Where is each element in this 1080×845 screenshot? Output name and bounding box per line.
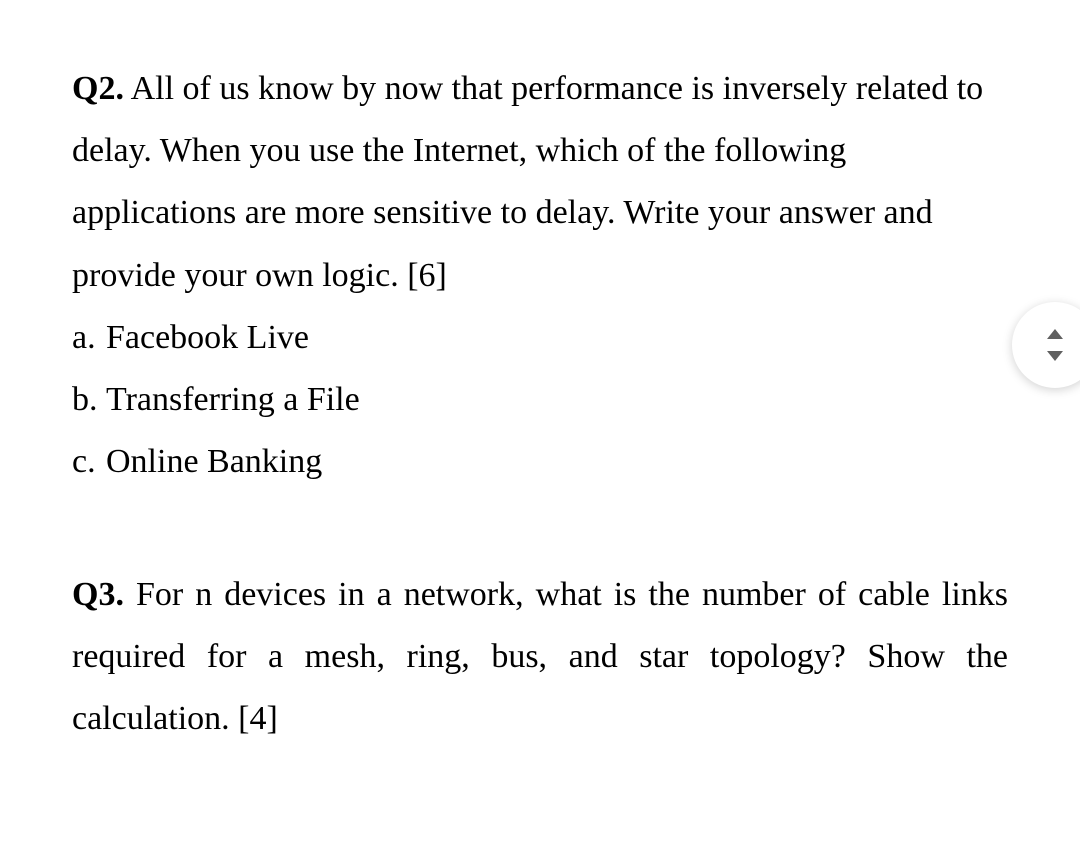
q2-text: All of us know by now that performance i…	[72, 70, 983, 294]
q3-label: Q3.	[72, 576, 124, 613]
option-letter: a.	[72, 307, 106, 369]
option-text: Transferring a File	[106, 369, 360, 431]
option-letter: b.	[72, 369, 106, 431]
q2-label: Q2.	[72, 70, 124, 107]
q3-prompt: Q3. For n devices in a network, what is …	[72, 564, 1008, 751]
q3-text: For n devices in a network, what is the …	[72, 576, 1008, 737]
q2-prompt: Q2. All of us know by now that performan…	[72, 58, 1008, 307]
q2-option-a: a. Facebook Live	[72, 307, 1008, 369]
scroll-up-icon[interactable]	[1047, 329, 1063, 339]
question-3: Q3. For n devices in a network, what is …	[72, 564, 1008, 751]
document-page: Q2. All of us know by now that performan…	[0, 0, 1080, 845]
option-text: Facebook Live	[106, 307, 309, 369]
option-text: Online Banking	[106, 431, 322, 493]
q2-options: a. Facebook Live b. Transferring a File …	[72, 307, 1008, 494]
q2-option-b: b. Transferring a File	[72, 369, 1008, 431]
q2-option-c: c. Online Banking	[72, 431, 1008, 493]
scroll-down-icon[interactable]	[1047, 351, 1063, 361]
question-2: Q2. All of us know by now that performan…	[72, 58, 1008, 494]
option-letter: c.	[72, 431, 106, 493]
